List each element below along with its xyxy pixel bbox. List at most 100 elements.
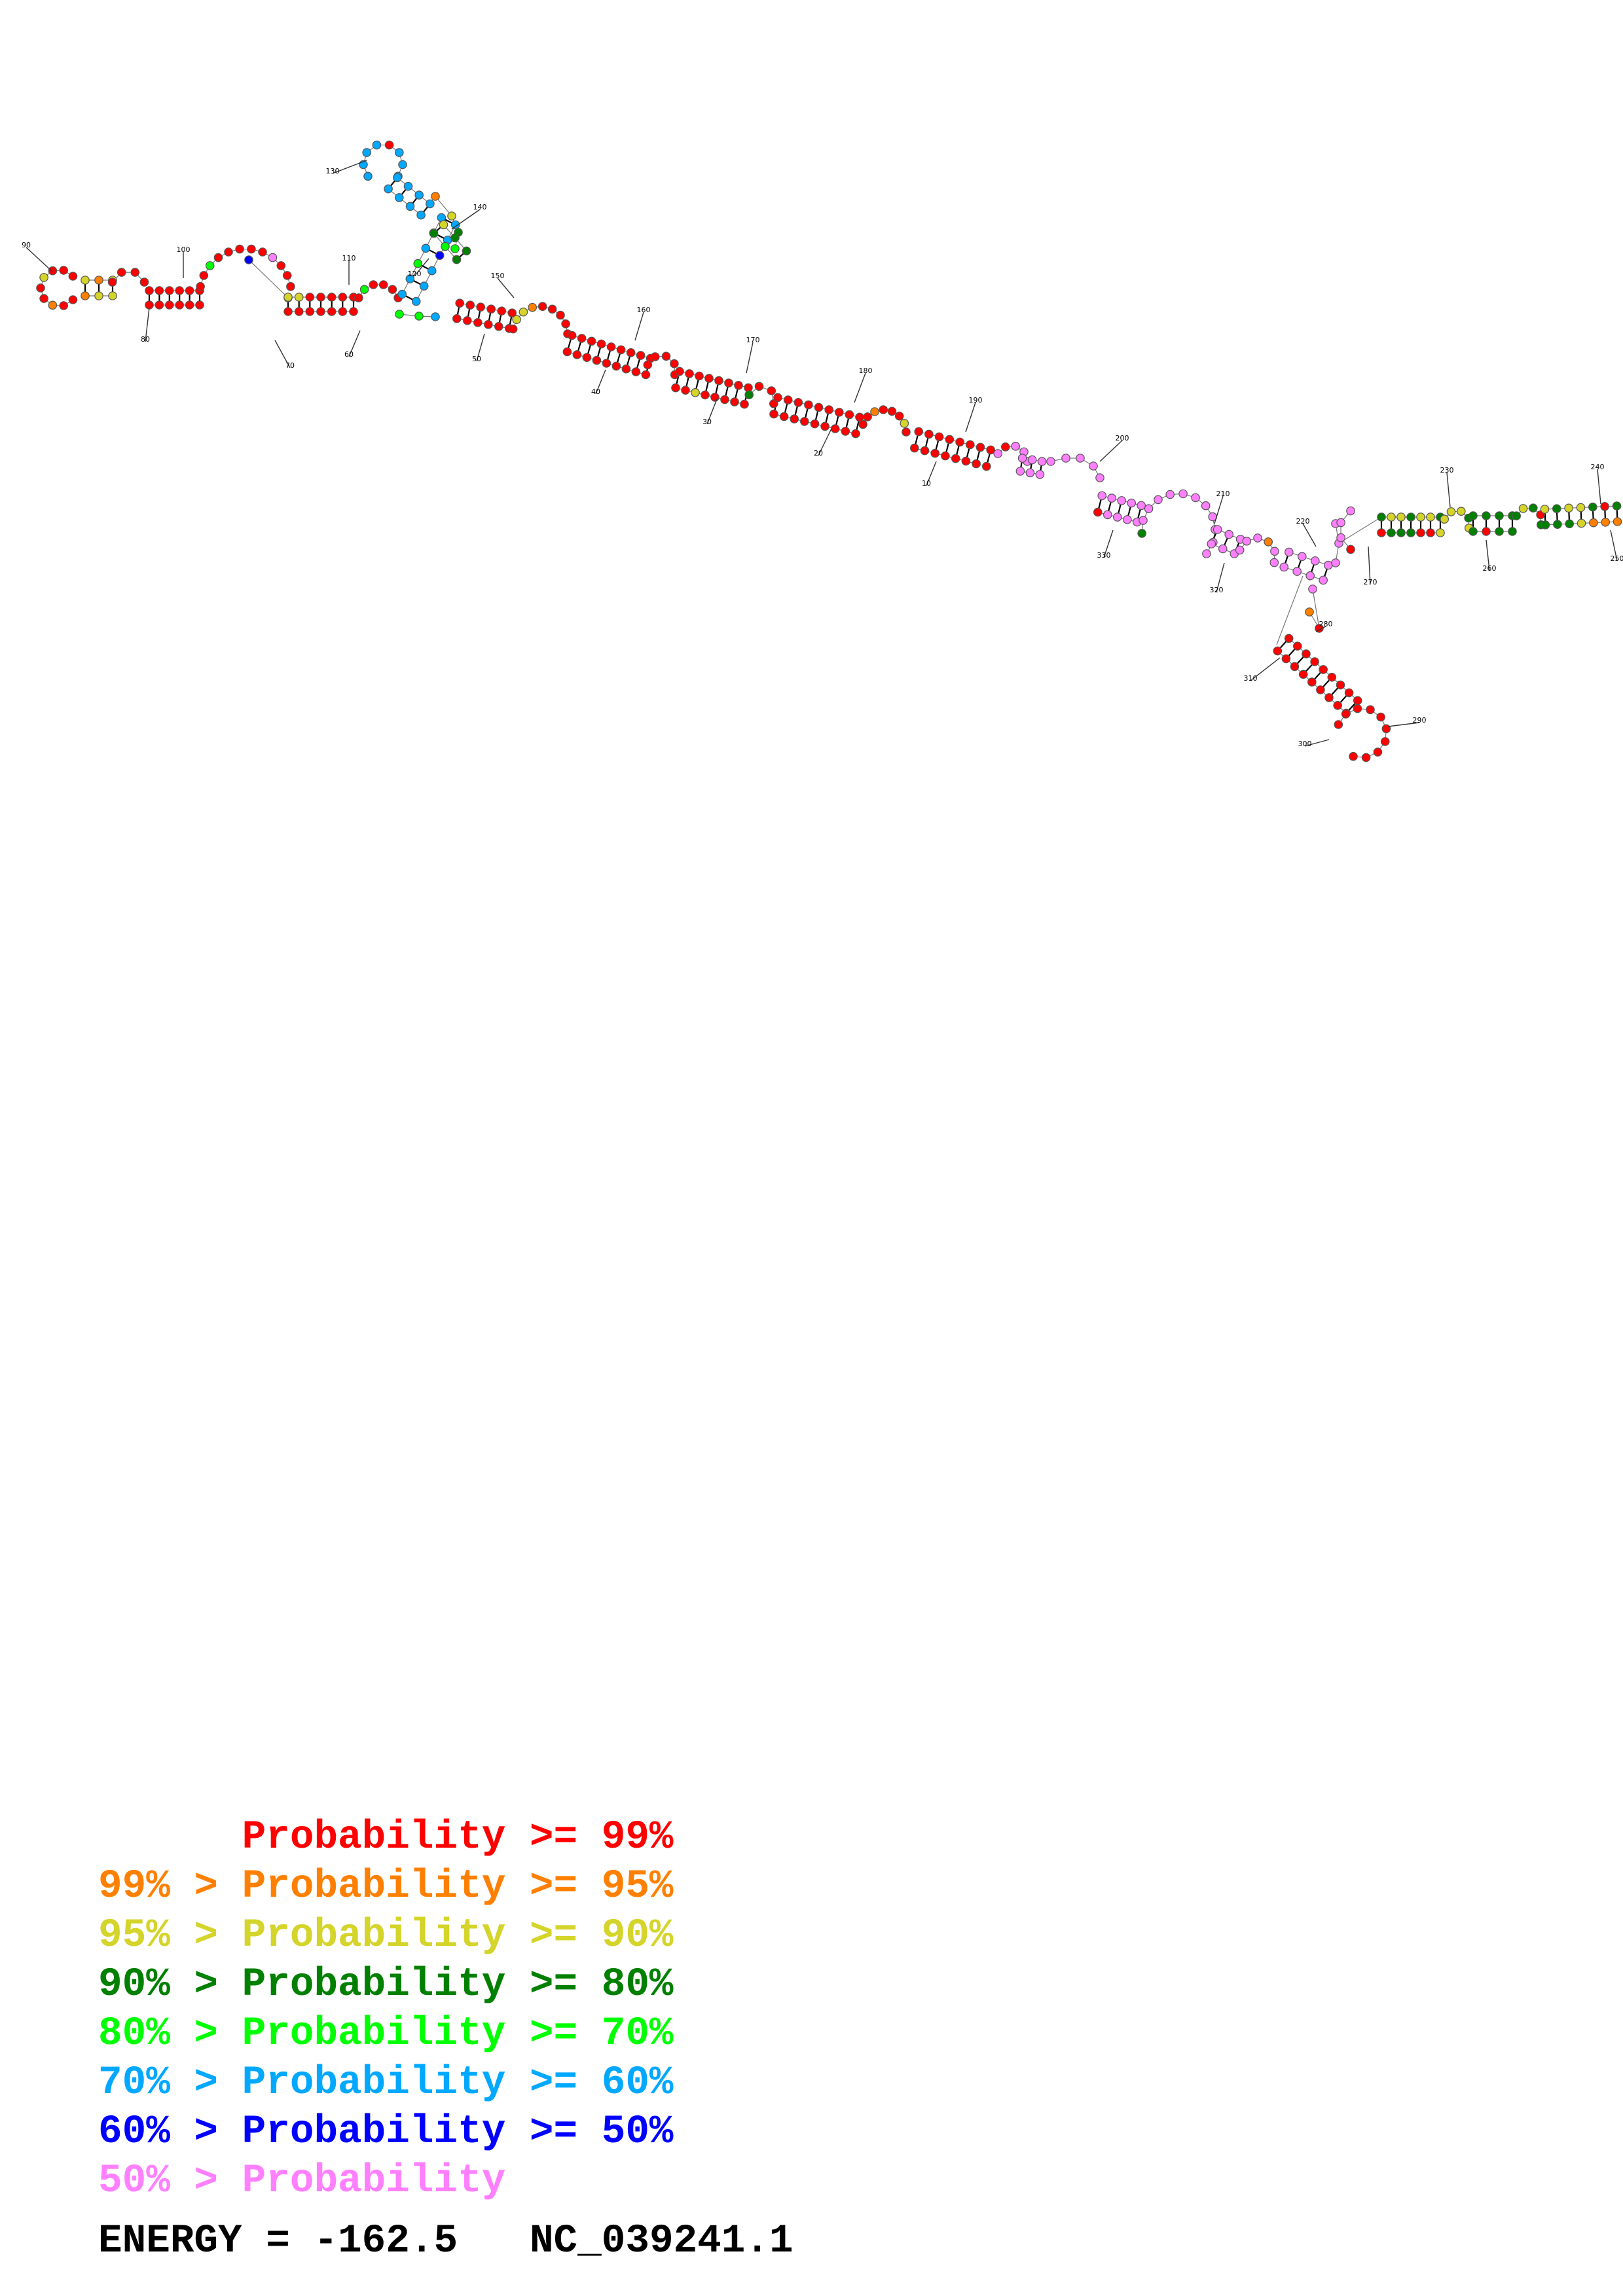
nucleotide [1315, 624, 1324, 633]
position-tick [706, 399, 718, 425]
nucleotide [427, 266, 437, 276]
nucleotide [1089, 461, 1098, 471]
position-tick [1302, 523, 1317, 547]
hairpin-loop-295 [1338, 708, 1387, 759]
nucleotide [730, 397, 739, 406]
nucleotide [955, 437, 964, 447]
nucleotide [986, 445, 995, 455]
nucleotide [369, 280, 378, 289]
nucleotide [1436, 528, 1445, 537]
nucleotide [1201, 501, 1211, 511]
nucleotide [414, 312, 424, 321]
nucleotide [294, 307, 304, 316]
nucleotide [650, 352, 660, 361]
nucleotide [966, 440, 975, 450]
nucleotide [670, 359, 679, 368]
nucleotide [1137, 529, 1146, 538]
position-tick [1597, 469, 1601, 505]
nucleotide [941, 451, 950, 461]
nucleotide [528, 302, 537, 312]
position-label: 50 [472, 355, 481, 363]
nucleotide [1380, 737, 1390, 746]
nucleotide [450, 244, 460, 253]
position-tick [634, 312, 644, 341]
nucleotide [1333, 701, 1342, 710]
nucleotide [48, 300, 58, 310]
nucleotide [1576, 503, 1586, 512]
nucleotide [556, 310, 565, 320]
nucleotide [924, 429, 934, 439]
position-label: 190 [969, 396, 983, 404]
nucleotide [1406, 512, 1415, 522]
nucleotide [195, 300, 204, 310]
nucleotide [675, 367, 684, 376]
nucleotide [863, 412, 872, 422]
nucleotide [394, 193, 404, 202]
nucleotide [305, 293, 315, 302]
nucleotide [286, 281, 295, 291]
nucleotide [572, 350, 582, 359]
nucleotide [1178, 489, 1188, 499]
rna-secondary-structure-diagram: 10 20 30 40 50 60 70 80 90 100 110 120 130 140 150 160 1… [22, 140, 1623, 762]
nucleotide [1123, 515, 1132, 524]
nucleotide [378, 280, 388, 289]
nucleotide [1290, 662, 1300, 672]
nucleotide [447, 211, 456, 221]
nucleotide [394, 148, 404, 157]
nucleotide [1027, 455, 1037, 465]
nucleotide [1426, 528, 1435, 537]
nucleotide [507, 308, 517, 317]
nucleotide [395, 310, 404, 319]
nucleotide [910, 443, 919, 453]
position-tick [145, 307, 150, 342]
nucleotide [1446, 507, 1456, 516]
nucleotide [814, 403, 824, 412]
nucleotide [1482, 511, 1491, 520]
nucleotide [934, 432, 944, 442]
nucleotide [1512, 511, 1521, 520]
nucleotide [473, 317, 483, 327]
nucleotide [1366, 705, 1375, 715]
nucleotide [1144, 504, 1154, 513]
nucleotide [920, 446, 930, 456]
nucleotide [1270, 547, 1279, 556]
nucleotide [1093, 507, 1103, 517]
nucleotide [1292, 567, 1302, 576]
nucleotide [879, 405, 888, 414]
nucleotide [363, 171, 373, 181]
position-tick [26, 247, 53, 272]
nucleotide [1396, 512, 1406, 522]
nucleotide [338, 293, 348, 302]
nucleotide [439, 220, 448, 230]
nucleotide [1139, 516, 1148, 525]
nucleotide [1015, 467, 1025, 476]
nucleotide [835, 408, 844, 417]
nucleotide [155, 286, 164, 295]
nucleotide [39, 294, 48, 303]
nucleotide [419, 281, 429, 291]
nucleotide [205, 261, 215, 270]
nucleotide [1577, 518, 1586, 528]
nucleotide [621, 364, 631, 374]
nucleotide [388, 285, 397, 294]
nucleotide [976, 442, 985, 452]
position-tick [965, 402, 976, 433]
nucleotide [701, 390, 710, 400]
position-tick [1368, 546, 1371, 585]
nucleotide [1107, 493, 1116, 503]
position-label: 90 [22, 241, 31, 249]
nucleotide [372, 140, 382, 150]
nucleotide [268, 253, 278, 262]
nucleotide [405, 274, 415, 283]
nucleotide [626, 348, 636, 357]
nucleotide [1387, 512, 1396, 522]
nucleotide [685, 369, 694, 378]
position-label: 150 [491, 272, 505, 280]
position-ticks [26, 160, 1618, 747]
loop-270 [1340, 511, 1351, 550]
nucleotide [671, 383, 680, 393]
nucleotide [1331, 558, 1340, 567]
legend-entry: 70% > Probability >= 60% [98, 2060, 674, 2106]
nucleotide [1017, 454, 1027, 463]
nucleotide [338, 307, 348, 316]
